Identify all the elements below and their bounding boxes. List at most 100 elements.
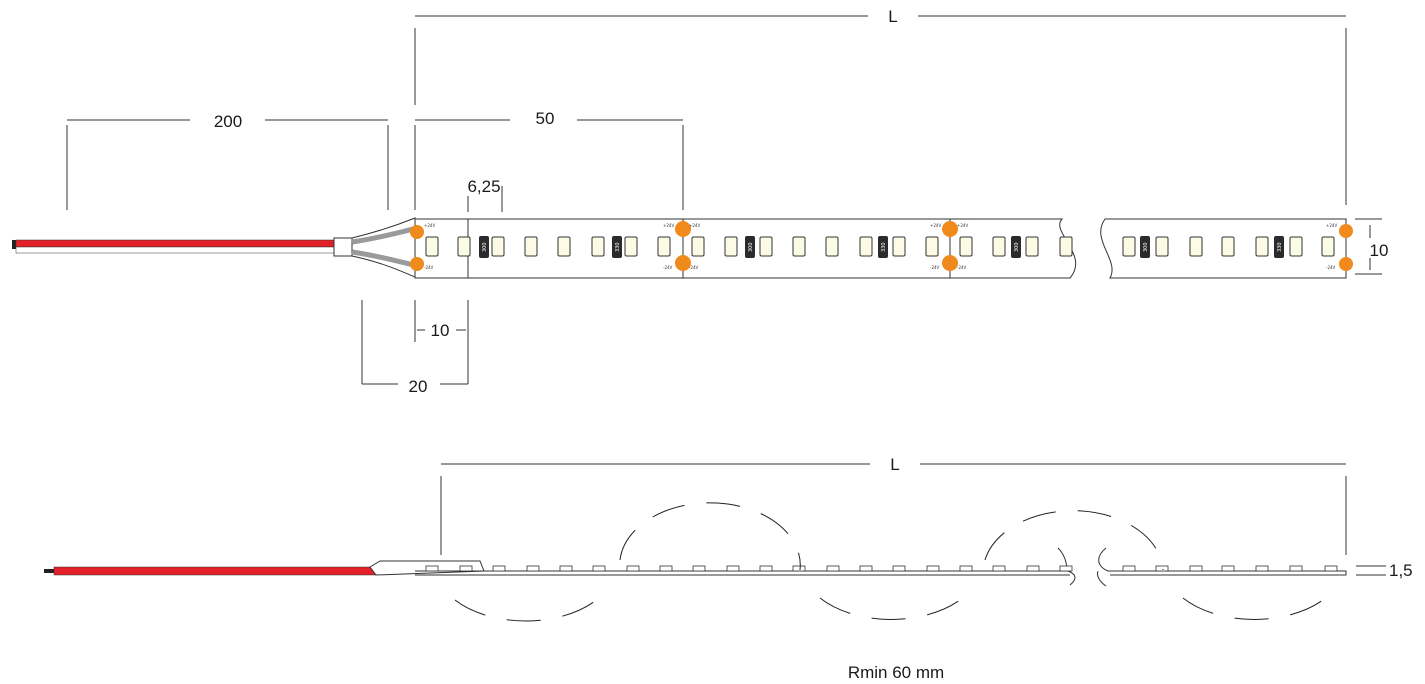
dim-cut-pitch: 50	[414, 109, 684, 210]
led-chip	[1321, 236, 1335, 257]
dim-endcap: 10	[414, 300, 469, 384]
dim-total-length-label: L	[888, 7, 897, 26]
led-chip	[1221, 236, 1235, 257]
side-led-chip	[792, 565, 806, 572]
led-chip	[992, 236, 1006, 257]
pad-minus	[942, 255, 958, 271]
side-view: L 1,5	[44, 455, 1413, 682]
pad-minus	[410, 257, 424, 271]
side-led-chip	[459, 565, 473, 572]
dim-total-length: L	[414, 7, 1347, 205]
pad-minus-label: -24V	[957, 265, 967, 270]
dim-connector: 20	[361, 300, 468, 396]
led-chip	[557, 236, 571, 257]
dim-side-length-label: L	[890, 455, 899, 474]
led-chip	[724, 236, 738, 257]
top-view: L 200 50 6,25	[12, 7, 1388, 396]
dim-led-pitch: 6,25	[467, 177, 503, 212]
pad-minus-label: -24V	[689, 265, 699, 270]
side-led-chip	[1289, 565, 1303, 572]
led-chip	[1155, 236, 1169, 257]
dim-side-length: L	[440, 455, 1347, 555]
led-chip	[1059, 236, 1073, 257]
side-led-chip	[492, 565, 506, 572]
led-chip	[825, 236, 839, 257]
side-strip-profile	[415, 547, 1347, 587]
led-chip	[457, 236, 471, 257]
side-led-chip	[526, 565, 540, 572]
dim-endcap-label: 10	[431, 321, 450, 340]
dim-strip-width-label: 10	[1370, 241, 1389, 260]
side-led-chip	[1026, 565, 1040, 572]
led-chip	[792, 236, 806, 257]
side-led-chip	[1255, 565, 1269, 572]
resistor-label: 330	[615, 242, 621, 252]
led-chip	[925, 236, 939, 257]
led-chip	[1255, 236, 1269, 257]
resistor-label: 300	[1143, 242, 1149, 252]
pad-plus	[942, 221, 958, 237]
side-led-chip	[692, 565, 706, 572]
resistor: 300	[745, 236, 755, 258]
led-chip	[859, 236, 873, 257]
led-chip	[657, 236, 671, 257]
resistor-label: 300	[1014, 242, 1020, 252]
led-chips	[425, 236, 1335, 257]
led-chip	[1025, 236, 1039, 257]
resistor: 330	[1274, 236, 1284, 258]
resistors: 300 330 300 330 300 300	[479, 236, 1284, 258]
side-led-chip	[1324, 565, 1338, 572]
led-chip	[1189, 236, 1203, 257]
side-cable	[44, 560, 485, 576]
resistor: 330	[878, 236, 888, 258]
side-led-chip	[659, 565, 673, 572]
side-led-chip	[1122, 565, 1136, 572]
pad-plus	[675, 221, 691, 237]
resistor: 300	[1140, 236, 1150, 258]
side-led-chip	[992, 565, 1006, 572]
resistor-label: 300	[482, 242, 488, 252]
pad-minus	[1339, 257, 1353, 271]
pad-plus-label: +24V	[689, 223, 700, 228]
dim-cut-pitch-label: 50	[536, 109, 555, 128]
side-led-chip	[892, 565, 906, 572]
led-chip	[524, 236, 538, 257]
dim-led-pitch-label: 6,25	[467, 177, 500, 196]
pad-plus	[410, 225, 424, 239]
pad-plus-label: +24V	[957, 223, 968, 228]
dim-thickness-label: 1,5	[1389, 561, 1413, 580]
dim-thickness: 1,5	[1356, 561, 1413, 580]
led-chip	[591, 236, 605, 257]
side-led-chip	[425, 565, 439, 572]
resistor: 330	[612, 236, 622, 258]
dim-cable-length-label: 200	[214, 112, 242, 131]
side-led-chips	[425, 565, 1338, 572]
side-led-chip	[726, 565, 740, 572]
led-chip	[491, 236, 505, 257]
led-chip	[1289, 236, 1303, 257]
resistor: 300	[1011, 236, 1021, 258]
power-cable	[12, 217, 419, 278]
led-chip	[1122, 236, 1136, 257]
side-led-chip	[559, 565, 573, 572]
pad-minus	[675, 255, 691, 271]
bend-radius-arcs	[454, 502, 1329, 622]
dim-cable-length: 200	[66, 112, 389, 210]
led-chip	[425, 236, 439, 257]
side-led-chip	[759, 565, 773, 572]
side-led-chip	[826, 565, 840, 572]
pad-plus	[1339, 224, 1353, 238]
pad-minus-label: -24V	[424, 265, 434, 270]
side-led-chip	[926, 565, 940, 572]
pad-plus-label: +24V	[930, 223, 941, 228]
side-led-chip	[1059, 565, 1073, 572]
pad-minus-label: -24V	[1326, 265, 1336, 270]
dim-strip-width: 10	[1355, 218, 1389, 275]
led-chip	[892, 236, 906, 257]
side-led-chip	[1221, 565, 1235, 572]
led-chip	[959, 236, 973, 257]
led-chip	[759, 236, 773, 257]
led-chip	[691, 236, 705, 257]
pad-plus-label: +24V	[424, 223, 435, 228]
